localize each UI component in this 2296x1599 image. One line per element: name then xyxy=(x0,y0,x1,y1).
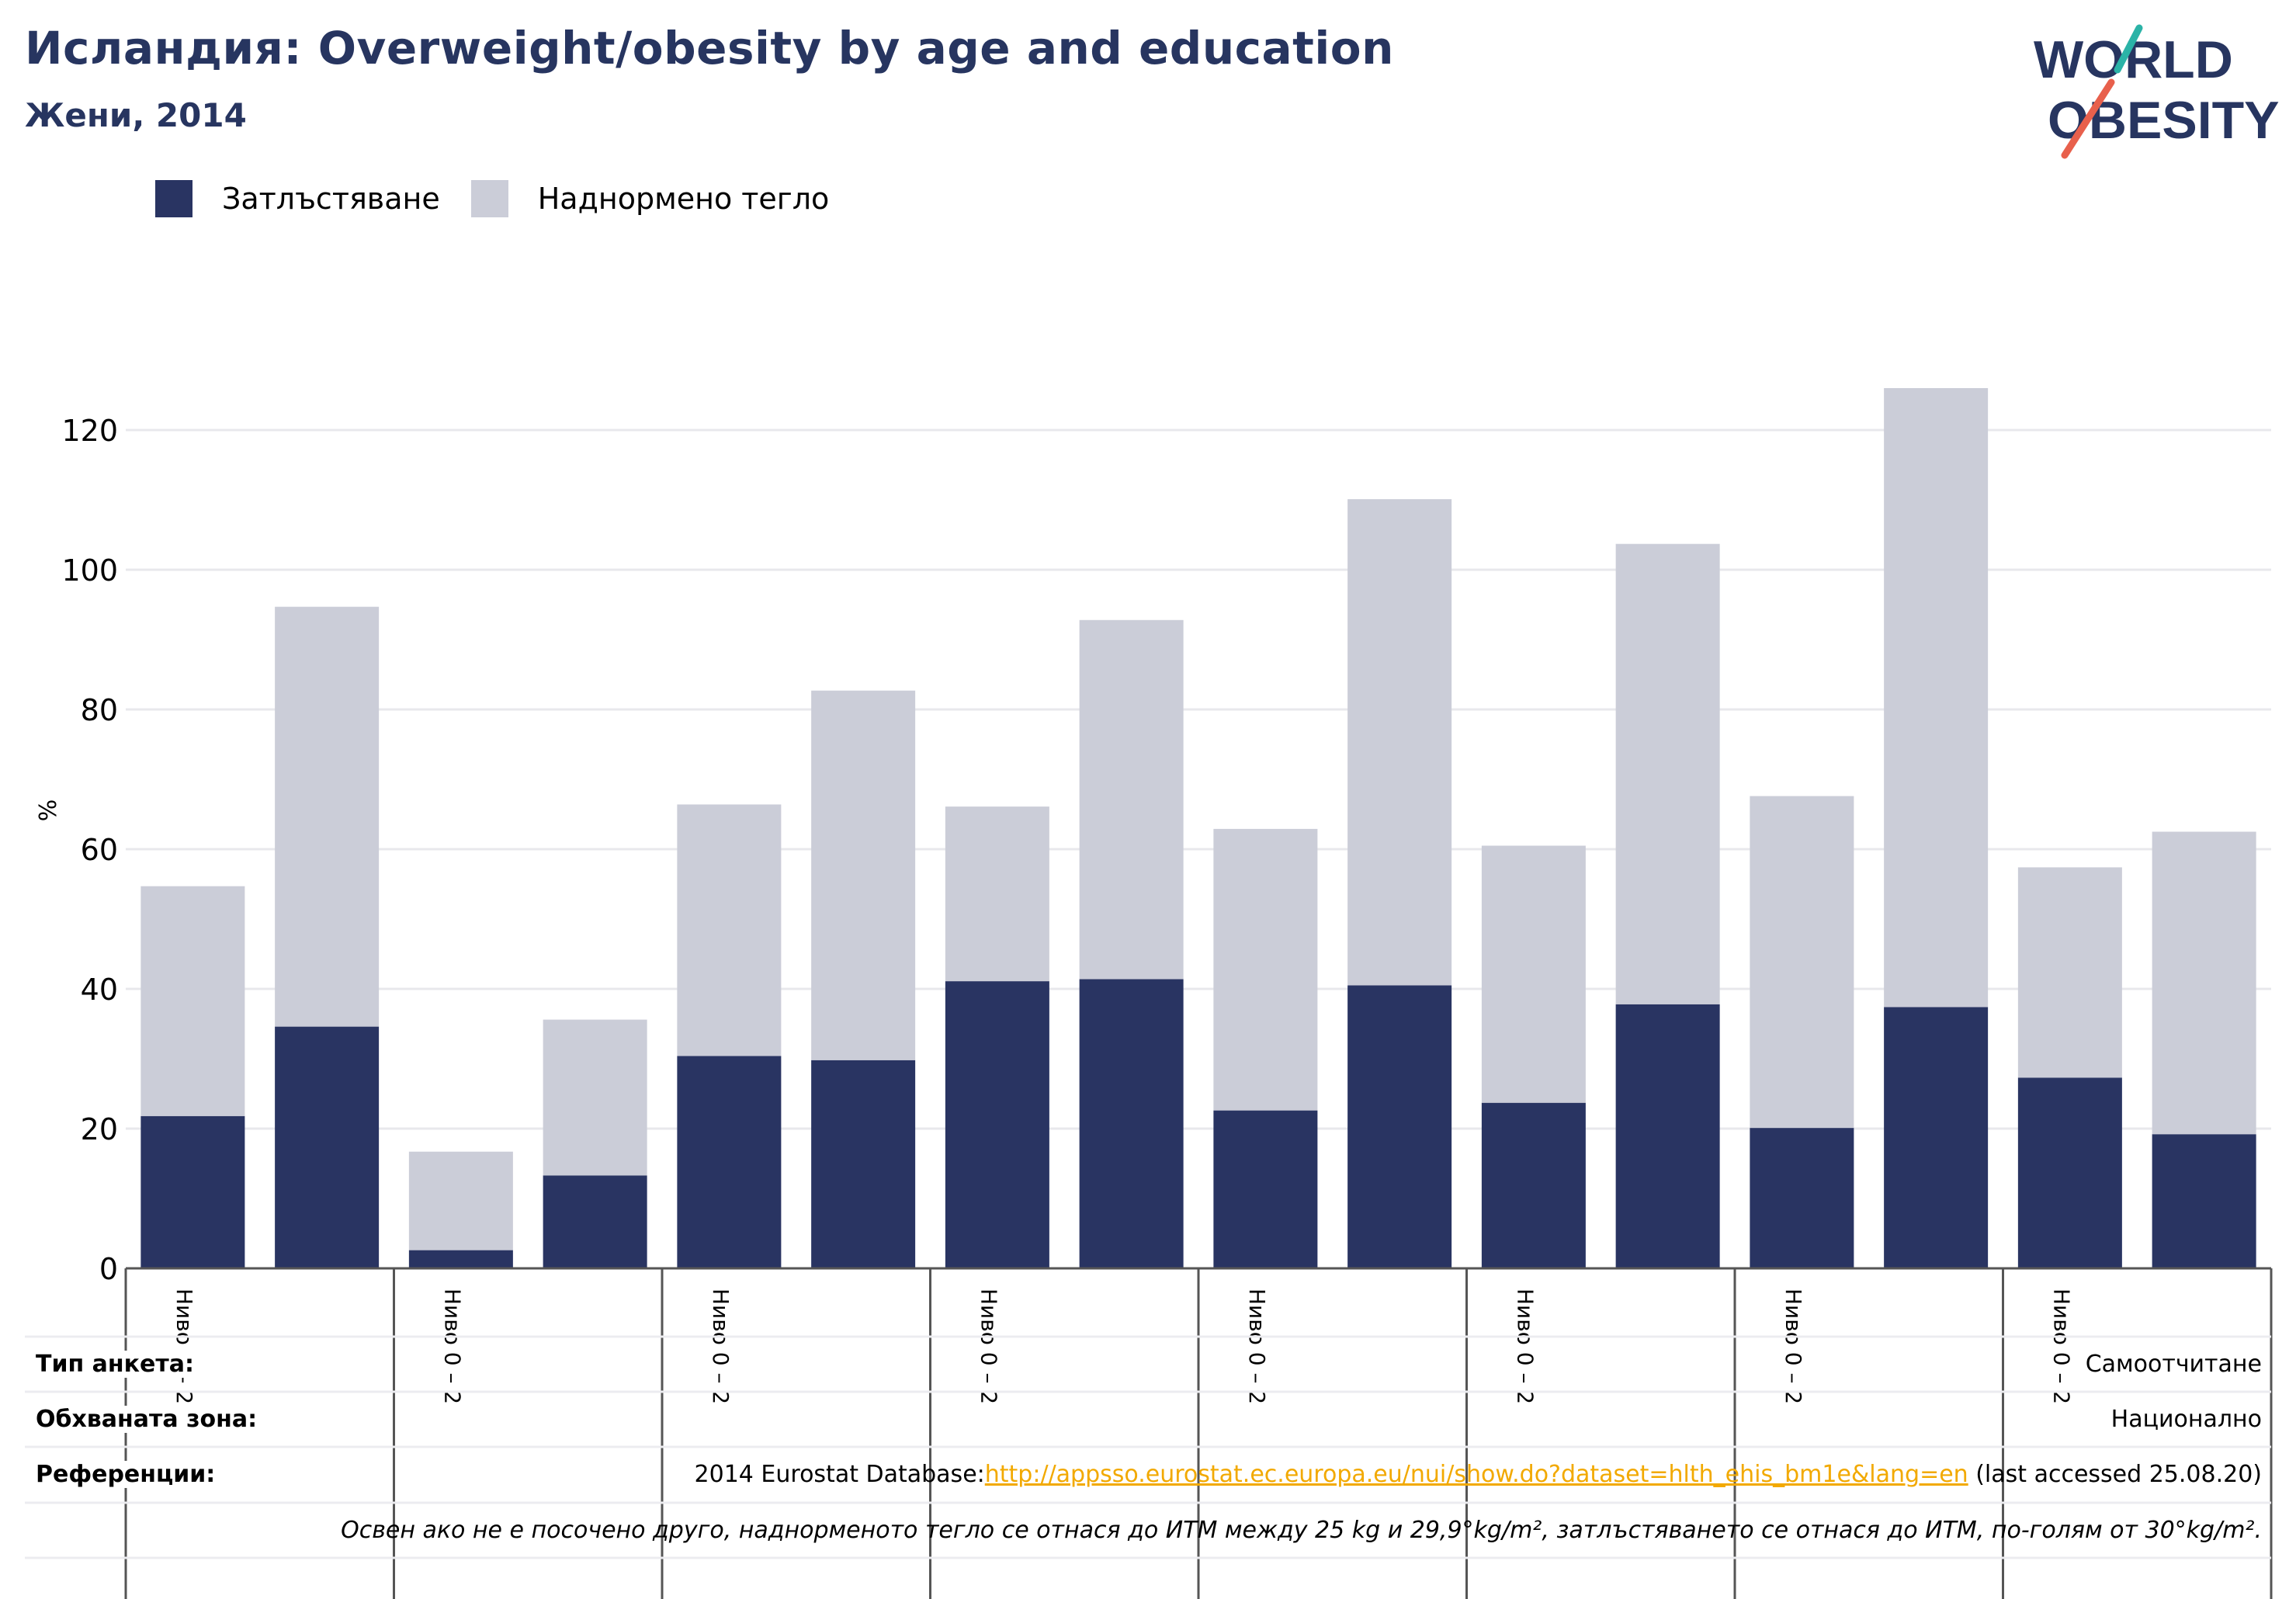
area-value: Национално xyxy=(2110,1406,2262,1433)
bar-obesity xyxy=(945,981,1049,1268)
references-value: 2014 Eurostat Database:http://appsso.eur… xyxy=(695,1461,2262,1488)
logo-slash-top xyxy=(2114,24,2143,74)
bar-obesity xyxy=(1481,1102,1586,1268)
x-group-label: Ниво 0 – 2 xyxy=(1244,1289,1270,1404)
bar-obesity xyxy=(1884,1007,1989,1268)
bar-overweight xyxy=(140,886,245,1116)
logo-slash-bottom xyxy=(2061,78,2115,159)
x-group-label: Ниво 0 – 2 xyxy=(440,1289,466,1404)
definition-note: Освен ако не е посочено друго, наднормен… xyxy=(341,1517,2262,1544)
x-group-label: Ниво 0 – 2 xyxy=(976,1289,1002,1404)
survey-type-value: Самоотчитане xyxy=(2085,1351,2262,1378)
bar-overweight xyxy=(1213,828,1318,1111)
chart-title: Исландия: Overweight/obesity by age and … xyxy=(25,22,1394,75)
bar-obesity xyxy=(1615,1004,1720,1268)
legend-item-obesity: Затлъстяване xyxy=(155,180,440,217)
y-tick-label: 80 xyxy=(81,693,118,727)
bar-overweight xyxy=(2017,867,2122,1078)
y-tick-label: 0 xyxy=(99,1252,118,1286)
info-row-references: Референции: 2014 Eurostat Database:http:… xyxy=(25,1447,2262,1501)
bar-obesity xyxy=(1750,1128,1854,1268)
bar-overweight xyxy=(1347,499,1452,986)
bar-overweight xyxy=(1750,796,1854,1129)
legend-swatch-obesity xyxy=(155,180,192,217)
bar-overweight xyxy=(543,1019,647,1176)
bar-overweight xyxy=(677,804,782,1056)
bar-overweight xyxy=(1884,388,1989,1008)
y-axis-label: % xyxy=(35,800,62,822)
bar-obesity xyxy=(2152,1134,2256,1268)
bar-obesity xyxy=(543,1175,647,1268)
y-tick-label: 120 xyxy=(61,414,118,448)
survey-type-label: Тип анкета: xyxy=(36,1351,199,1378)
references-prefix: 2014 Eurostat Database: xyxy=(694,1461,985,1488)
legend-swatch-overweight xyxy=(470,180,508,217)
chart-legend: Затлъстяване Наднормено тегло xyxy=(155,180,860,217)
legend-item-overweight: Наднормено тегло xyxy=(470,180,830,217)
bar-obesity xyxy=(1213,1110,1318,1268)
bar-overweight xyxy=(945,806,1049,982)
bar-obesity xyxy=(1079,979,1184,1268)
chart-subtitle: Жени, 2014 xyxy=(25,96,247,134)
info-row-note: Освен ако не е посочено друго, наднормен… xyxy=(25,1503,2262,1557)
world-obesity-logo: WORLD OBESITY xyxy=(2034,24,2280,159)
bar-overweight xyxy=(1615,543,1720,1004)
info-row-survey-type: Тип анкета: Самоотчитане xyxy=(25,1337,2262,1391)
references-suffix: (last accessed 25.08.20) xyxy=(1968,1461,2262,1488)
bar-overweight xyxy=(1481,845,1586,1103)
legend-label-overweight: Наднормено тегло xyxy=(537,182,830,216)
bar-obesity xyxy=(140,1115,245,1268)
x-group-label: Ниво 0 – 2 xyxy=(1513,1289,1538,1404)
x-group-label: Ниво 0 – 2 xyxy=(172,1289,197,1404)
bar-obesity xyxy=(677,1056,782,1268)
y-tick-label: 100 xyxy=(61,553,118,588)
y-tick-label: 60 xyxy=(81,833,118,867)
x-group-label: Ниво 0 – 2 xyxy=(2049,1289,2075,1404)
bar-overweight xyxy=(2152,831,2256,1135)
bar-obesity xyxy=(811,1060,916,1268)
area-label: Обхваната зона: xyxy=(36,1406,262,1433)
info-row-area: Обхваната зона: Национално xyxy=(25,1392,2262,1446)
legend-label-obesity: Затлъстяване xyxy=(222,182,440,216)
bar-obesity xyxy=(275,1026,380,1268)
y-tick-label: 40 xyxy=(81,973,118,1007)
x-group-label: Ниво 0 – 2 xyxy=(708,1289,734,1404)
references-label: Референции: xyxy=(36,1461,220,1488)
bar-overweight xyxy=(408,1151,513,1250)
bar-overweight xyxy=(1079,619,1184,980)
y-tick-label: 20 xyxy=(81,1112,118,1146)
bar-obesity xyxy=(2017,1077,2122,1268)
references-link[interactable]: http://appsso.eurostat.ec.europa.eu/nui/… xyxy=(984,1461,1968,1488)
bar-obesity xyxy=(1347,985,1452,1268)
x-group-label: Ниво 0 – 2 xyxy=(1781,1289,1806,1404)
bar-overweight xyxy=(811,690,916,1060)
bar-overweight xyxy=(275,606,380,1027)
bar-obesity xyxy=(408,1250,513,1268)
